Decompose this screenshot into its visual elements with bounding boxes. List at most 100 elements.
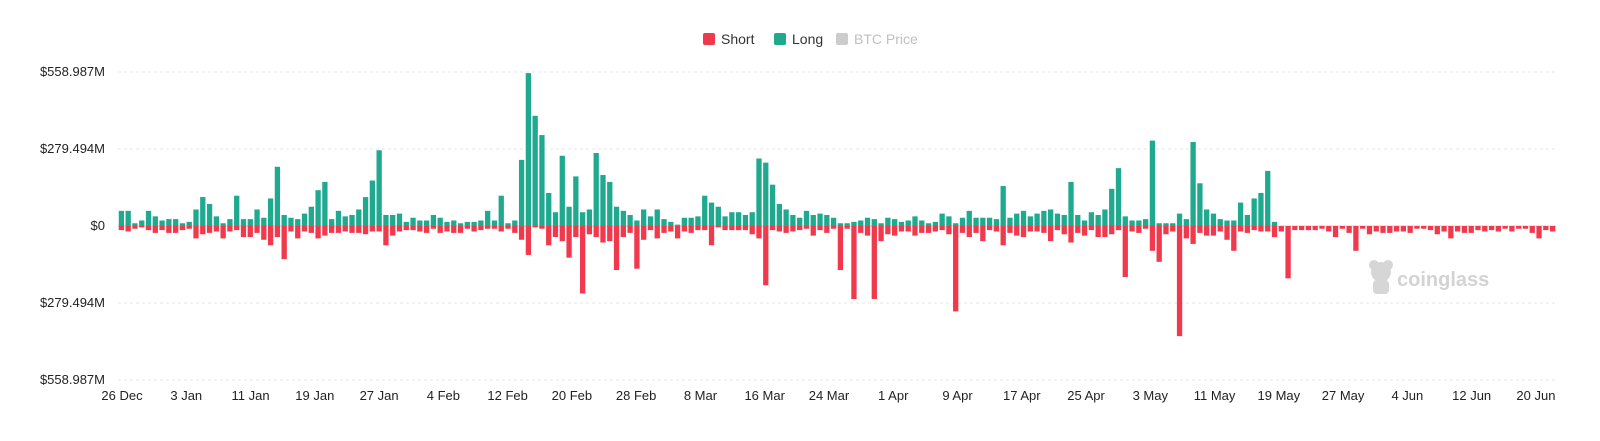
- long-bar[interactable]: [681, 217, 688, 226]
- long-bar[interactable]: [356, 209, 362, 226]
- long-bar[interactable]: [485, 210, 491, 226]
- long-bar[interactable]: [925, 223, 932, 226]
- long-bar[interactable]: [871, 219, 877, 226]
- long-bar[interactable]: [206, 203, 213, 226]
- short-bar[interactable]: [566, 226, 572, 258]
- short-bar[interactable]: [329, 226, 335, 233]
- short-bar[interactable]: [1265, 226, 1271, 232]
- short-bar[interactable]: [749, 226, 755, 235]
- short-bar[interactable]: [1170, 226, 1176, 232]
- long-bar[interactable]: [973, 217, 979, 226]
- short-bar[interactable]: [1088, 226, 1095, 231]
- long-bar[interactable]: [132, 223, 138, 226]
- short-bar[interactable]: [430, 226, 437, 229]
- short-bar[interactable]: [1488, 226, 1495, 231]
- short-bar[interactable]: [179, 226, 186, 231]
- short-bar[interactable]: [152, 226, 158, 233]
- short-bar[interactable]: [390, 226, 396, 236]
- long-bar[interactable]: [152, 216, 158, 226]
- short-bar[interactable]: [1407, 226, 1413, 233]
- long-bar[interactable]: [322, 181, 328, 226]
- long-bar[interactable]: [668, 221, 674, 226]
- long-bar[interactable]: [1265, 170, 1271, 226]
- long-bar[interactable]: [335, 210, 342, 226]
- short-bar[interactable]: [173, 226, 179, 233]
- long-bar[interactable]: [478, 220, 484, 226]
- long-bar[interactable]: [1007, 217, 1013, 226]
- long-bar[interactable]: [878, 223, 884, 226]
- short-bar[interactable]: [736, 226, 742, 231]
- long-bar[interactable]: [573, 176, 579, 226]
- short-bar[interactable]: [898, 226, 905, 232]
- short-bar[interactable]: [1224, 226, 1230, 240]
- long-bar[interactable]: [1095, 214, 1101, 226]
- short-bar[interactable]: [851, 226, 857, 300]
- long-bar[interactable]: [498, 195, 504, 226]
- long-bar[interactable]: [1129, 220, 1135, 226]
- short-bar[interactable]: [308, 226, 314, 233]
- short-bar[interactable]: [1210, 226, 1217, 236]
- short-bar[interactable]: [607, 226, 613, 242]
- long-bar[interactable]: [369, 180, 376, 226]
- long-bar[interactable]: [227, 219, 233, 226]
- short-bar[interactable]: [1014, 226, 1020, 236]
- long-bar[interactable]: [1136, 220, 1142, 226]
- long-bar[interactable]: [688, 217, 694, 226]
- long-bar[interactable]: [220, 223, 226, 226]
- long-bar[interactable]: [1142, 219, 1149, 226]
- short-bar[interactable]: [369, 226, 376, 232]
- short-bar[interactable]: [132, 226, 138, 229]
- long-bar[interactable]: [1224, 220, 1230, 226]
- short-bar[interactable]: [966, 226, 972, 238]
- short-bar[interactable]: [491, 226, 498, 229]
- short-bar[interactable]: [552, 226, 559, 238]
- long-bar[interactable]: [139, 220, 145, 226]
- long-bar[interactable]: [634, 220, 640, 226]
- short-bar[interactable]: [654, 226, 660, 239]
- short-bar[interactable]: [145, 226, 152, 231]
- legend-item-short[interactable]: Short: [703, 31, 755, 47]
- long-bar[interactable]: [505, 223, 511, 226]
- short-bar[interactable]: [641, 226, 647, 240]
- short-bar[interactable]: [1258, 226, 1264, 232]
- long-bar[interactable]: [1102, 209, 1108, 226]
- short-bar[interactable]: [539, 226, 545, 229]
- long-bar[interactable]: [620, 210, 626, 226]
- short-bar[interactable]: [315, 226, 321, 239]
- short-bar[interactable]: [1516, 226, 1522, 229]
- long-bar[interactable]: [851, 221, 857, 226]
- short-bar[interactable]: [457, 226, 464, 233]
- long-bar[interactable]: [471, 221, 477, 226]
- long-bar[interactable]: [403, 221, 409, 226]
- long-bar[interactable]: [281, 214, 287, 226]
- short-bar[interactable]: [518, 226, 525, 240]
- short-bar[interactable]: [349, 226, 355, 233]
- long-bar[interactable]: [1271, 221, 1278, 226]
- long-bar[interactable]: [410, 217, 416, 226]
- long-bar[interactable]: [586, 209, 593, 226]
- long-bar[interactable]: [1204, 209, 1210, 226]
- short-bar[interactable]: [600, 226, 606, 243]
- long-bar[interactable]: [234, 195, 240, 226]
- long-bar[interactable]: [240, 219, 247, 226]
- long-bar[interactable]: [830, 217, 837, 226]
- short-bar[interactable]: [1312, 226, 1318, 231]
- short-bar[interactable]: [1495, 226, 1501, 232]
- short-bar[interactable]: [1041, 226, 1047, 233]
- short-bar[interactable]: [512, 226, 518, 233]
- long-bar[interactable]: [769, 184, 776, 226]
- short-bar[interactable]: [620, 226, 626, 238]
- short-bar[interactable]: [234, 226, 240, 231]
- long-bar[interactable]: [118, 210, 125, 226]
- short-bar[interactable]: [980, 226, 986, 242]
- long-bar[interactable]: [715, 206, 721, 226]
- short-bar[interactable]: [1387, 226, 1393, 233]
- short-bar[interactable]: [383, 226, 389, 246]
- short-bar[interactable]: [254, 226, 260, 233]
- long-bar[interactable]: [1061, 214, 1067, 226]
- short-bar[interactable]: [451, 226, 457, 233]
- short-bar[interactable]: [769, 226, 776, 231]
- legend-item-long[interactable]: Long: [774, 31, 823, 47]
- short-bar[interactable]: [532, 226, 538, 228]
- long-bar[interactable]: [213, 216, 219, 226]
